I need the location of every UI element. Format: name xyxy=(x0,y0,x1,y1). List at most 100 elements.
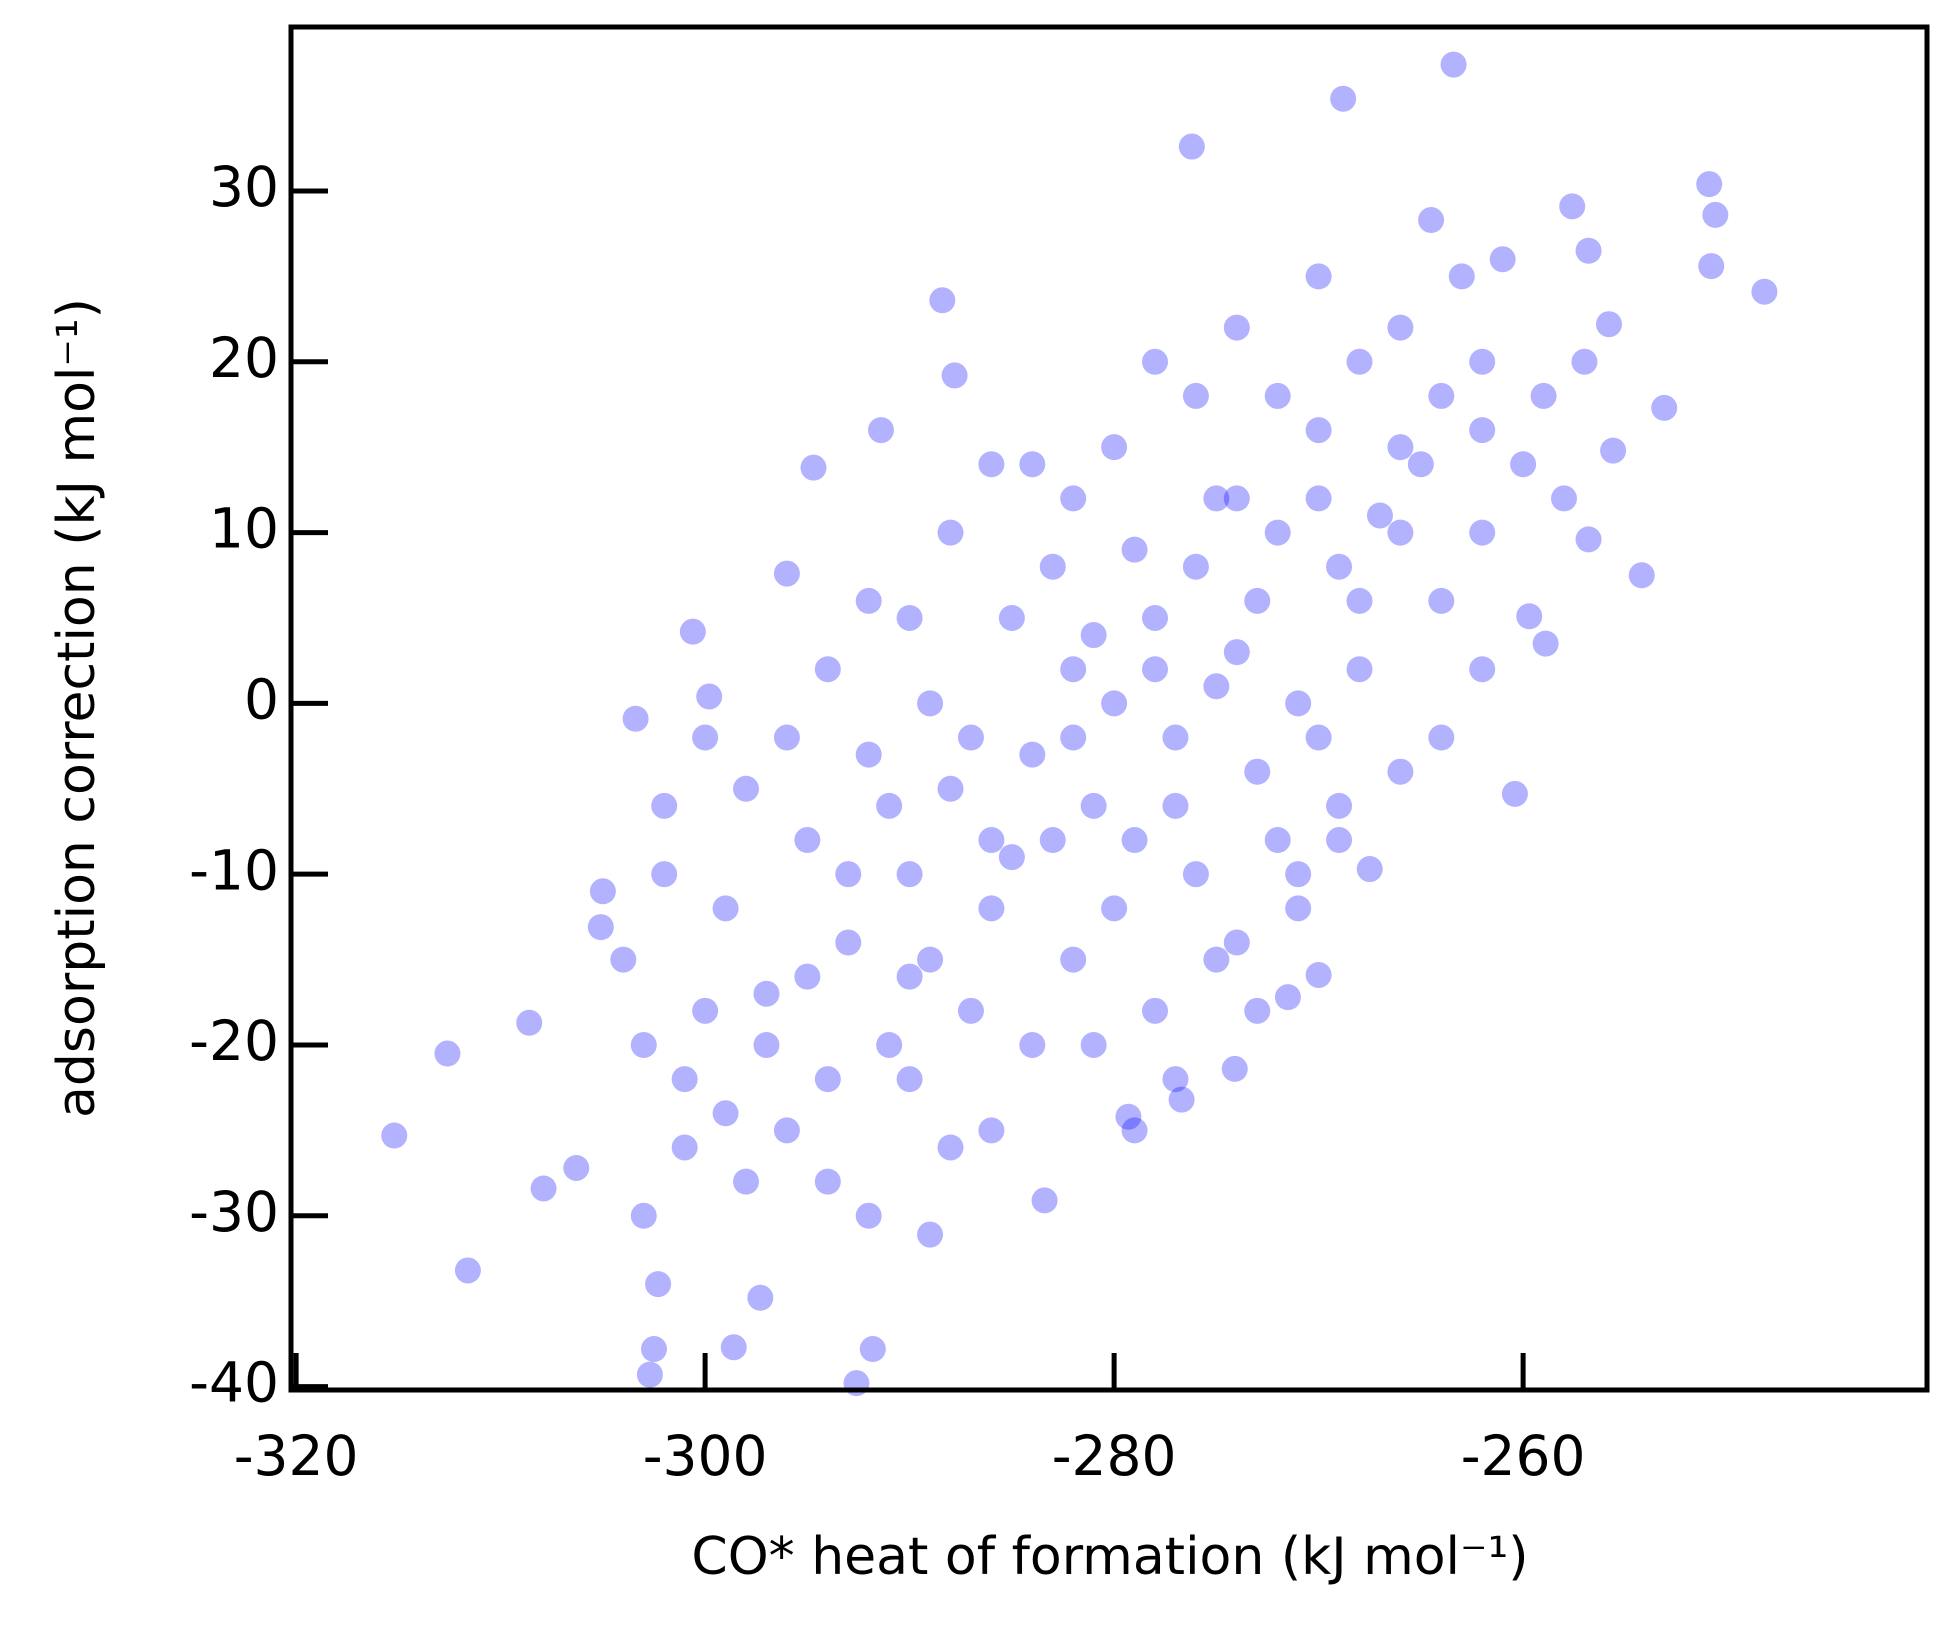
x-axis-label: CO* heat of formation (kJ mol⁻¹) xyxy=(691,1527,1528,1587)
point xyxy=(1305,485,1332,512)
point xyxy=(1448,263,1475,290)
y-tick-label: -30 xyxy=(189,1180,279,1244)
point xyxy=(1182,553,1209,580)
point xyxy=(563,1154,590,1181)
y-tick-label: 20 xyxy=(209,326,279,390)
point xyxy=(1264,382,1291,409)
point xyxy=(692,724,719,751)
point xyxy=(1244,997,1271,1024)
point xyxy=(1121,827,1148,854)
point xyxy=(1203,485,1230,512)
y-tick-label: -10 xyxy=(189,838,279,902)
point xyxy=(696,683,723,710)
point xyxy=(896,604,923,631)
point xyxy=(1178,133,1205,160)
point xyxy=(1182,382,1209,409)
point xyxy=(1596,311,1623,338)
point xyxy=(651,792,678,819)
point xyxy=(978,827,1005,854)
point xyxy=(1600,437,1627,464)
point xyxy=(1510,451,1537,478)
point xyxy=(1330,85,1357,112)
point xyxy=(855,741,882,768)
point xyxy=(1019,1031,1046,1058)
point xyxy=(645,1271,672,1298)
y-tick-label: 30 xyxy=(209,155,279,219)
point xyxy=(630,1031,657,1058)
point xyxy=(516,1009,543,1036)
point xyxy=(978,895,1005,922)
point xyxy=(896,861,923,888)
point xyxy=(917,946,944,973)
x-tick-label: -280 xyxy=(1052,1424,1177,1488)
point xyxy=(1223,314,1250,341)
point xyxy=(720,1334,747,1361)
point xyxy=(1019,451,1046,478)
point xyxy=(1101,690,1128,717)
x-tick-label: -320 xyxy=(234,1424,359,1488)
point xyxy=(937,519,964,546)
point xyxy=(1651,394,1678,421)
point xyxy=(1469,348,1496,375)
point xyxy=(1326,827,1353,854)
y-tick-label: -20 xyxy=(189,1009,279,1073)
point xyxy=(957,724,984,751)
point xyxy=(855,1202,882,1229)
y-tick-label: 0 xyxy=(244,668,279,732)
point xyxy=(1501,780,1528,807)
point xyxy=(867,417,894,444)
point xyxy=(773,560,800,587)
point xyxy=(589,878,616,905)
point xyxy=(1305,417,1332,444)
point xyxy=(1182,861,1209,888)
point xyxy=(1162,1066,1189,1093)
point xyxy=(1121,1117,1148,1144)
point xyxy=(1346,656,1373,683)
point xyxy=(1356,856,1383,883)
point xyxy=(733,775,760,802)
x-tick-label: -260 xyxy=(1461,1424,1586,1488)
point xyxy=(1060,946,1087,973)
point xyxy=(753,1031,780,1058)
point xyxy=(1223,485,1250,512)
point xyxy=(1039,553,1066,580)
point xyxy=(636,1361,663,1388)
point xyxy=(835,929,862,956)
point xyxy=(530,1175,557,1202)
y-axis-label: adsorption correction (kJ mol⁻¹) xyxy=(47,298,107,1118)
point xyxy=(896,1066,923,1093)
point xyxy=(998,604,1025,631)
point xyxy=(1387,758,1414,785)
point xyxy=(1387,314,1414,341)
point xyxy=(733,1168,760,1195)
point xyxy=(1698,253,1725,280)
point xyxy=(651,861,678,888)
point xyxy=(1060,656,1087,683)
point xyxy=(1428,382,1455,409)
point xyxy=(876,1031,903,1058)
point xyxy=(1060,724,1087,751)
point xyxy=(1060,485,1087,512)
point xyxy=(978,1117,1005,1144)
point xyxy=(1532,630,1559,657)
point xyxy=(1366,502,1393,529)
plot-frame xyxy=(288,24,1930,1393)
point xyxy=(753,980,780,1007)
point xyxy=(1244,587,1271,614)
point xyxy=(1559,193,1586,220)
point xyxy=(1346,348,1373,375)
point xyxy=(747,1284,774,1311)
point xyxy=(794,963,821,990)
point xyxy=(1551,485,1578,512)
point xyxy=(1440,51,1467,78)
point xyxy=(1142,997,1169,1024)
point xyxy=(1019,741,1046,768)
point xyxy=(814,1168,841,1195)
point xyxy=(1080,622,1107,649)
point xyxy=(1101,434,1128,461)
point xyxy=(1469,656,1496,683)
point xyxy=(1162,724,1189,751)
point xyxy=(957,997,984,1024)
point xyxy=(1285,895,1312,922)
